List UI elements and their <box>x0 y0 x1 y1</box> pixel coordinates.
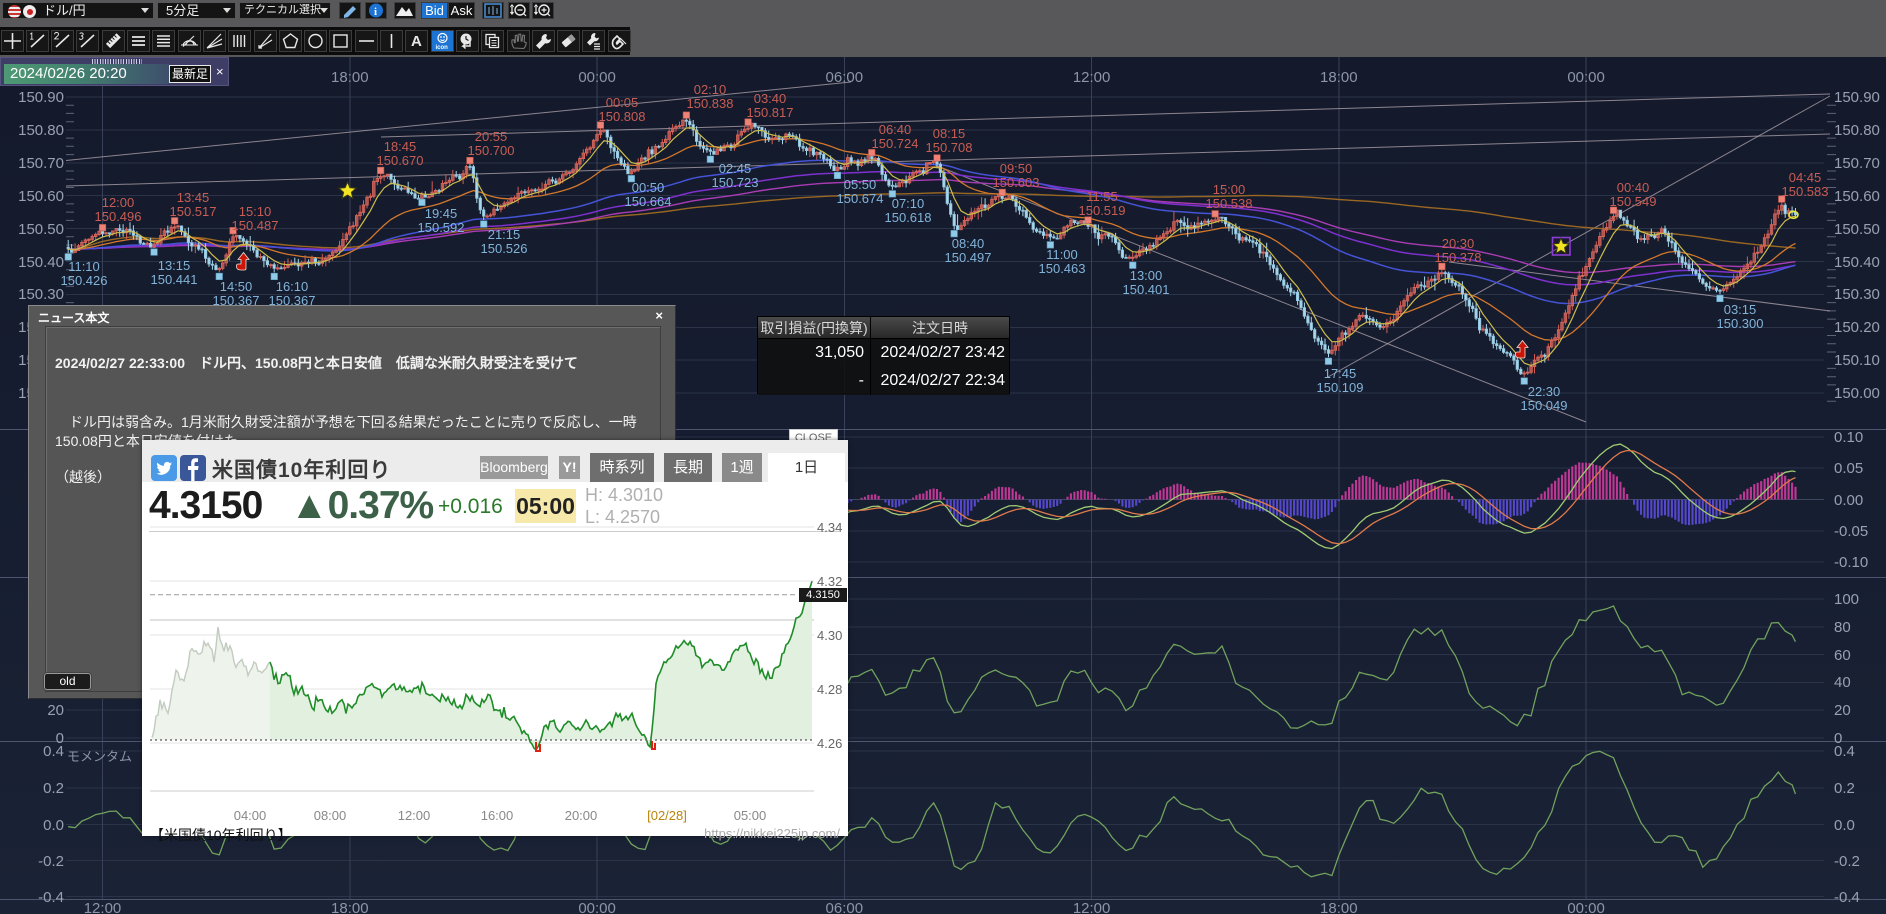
svg-text:i: i <box>374 6 377 18</box>
svg-text:A: A <box>411 33 422 50</box>
svg-text:icon: icon <box>435 45 448 51</box>
